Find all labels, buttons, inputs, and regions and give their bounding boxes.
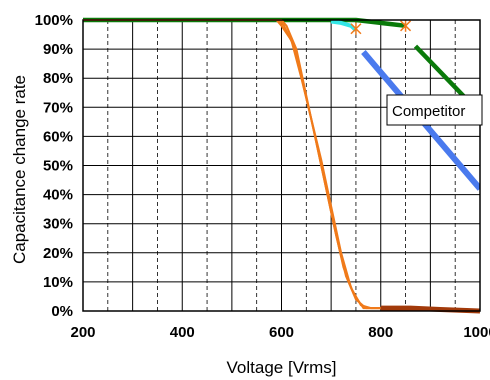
x-tick-label: 600 (269, 324, 294, 341)
data-marker (350, 22, 362, 35)
y-tick-label: 90% (43, 41, 73, 58)
marker-layer (350, 19, 412, 35)
y-tick-labels: 0% 10% 20% 30% 40% 50% 60% 70% 80% 90% 100% (35, 12, 73, 320)
data-marker (400, 19, 412, 32)
grid (83, 20, 480, 311)
y-tick-label: 70% (43, 99, 73, 116)
x-tick-label: 800 (368, 324, 393, 341)
y-tick-label: 100% (35, 12, 73, 29)
y-tick-label: 0% (51, 303, 73, 320)
y-tick-label: 40% (43, 187, 73, 204)
y-tick-label: 30% (43, 216, 73, 233)
y-tick-label: 80% (43, 70, 73, 87)
y-tick-label: 10% (43, 274, 73, 291)
x-tick-label: 400 (170, 324, 195, 341)
y-tick-label: 20% (43, 245, 73, 262)
y-tick-label: 50% (43, 158, 73, 175)
x-tick-label: 200 (70, 324, 95, 341)
plot-frame (82, 19, 481, 312)
series-line-orange (83, 19, 381, 310)
y-axis-title: Capacitance change rate (10, 75, 29, 264)
y-tick-label: 60% (43, 128, 73, 145)
competitor-label-box: Competitor (386, 94, 483, 126)
competitor-label-frame (386, 94, 483, 126)
series-line-cyan (330, 19, 358, 32)
x-axis-title: Voltage [Vrms] (227, 358, 337, 377)
competitor-label: Competitor (392, 103, 465, 120)
